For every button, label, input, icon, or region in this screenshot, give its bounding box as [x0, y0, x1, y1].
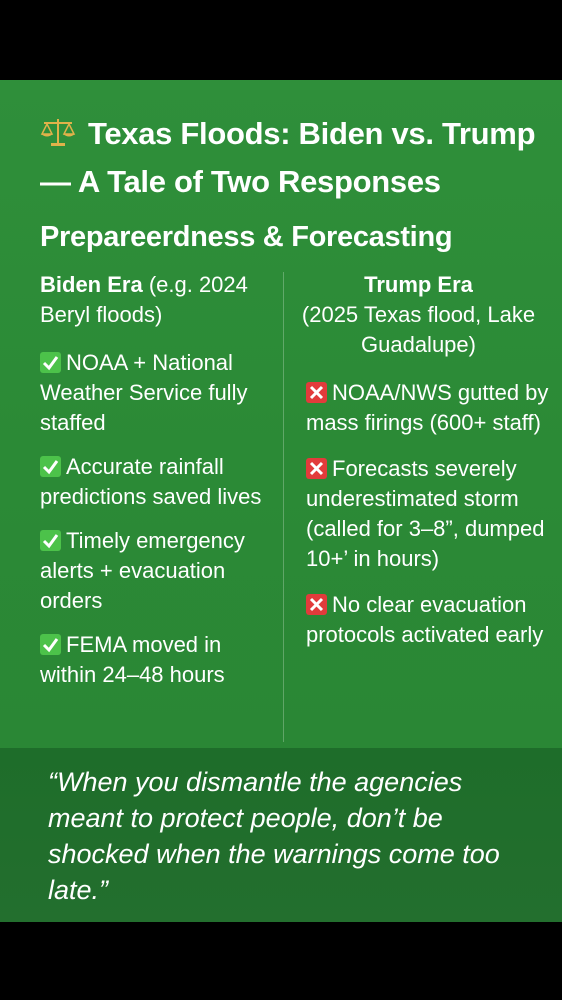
biden-item: Timely emergency alerts + evacuation ord…	[40, 526, 272, 616]
check-mark-icon	[40, 456, 61, 477]
infographic-card: Texas Floods: Biden vs. Trump — A Tale o…	[0, 80, 562, 922]
cross-mark-icon	[306, 458, 327, 479]
trump-heading-bold: Trump Era	[364, 272, 473, 297]
biden-column-heading: Biden Era (e.g. 2024 Beryl floods)	[40, 270, 272, 330]
quote-box: “When you dismantle the agencies meant t…	[0, 748, 562, 922]
trump-column-heading: Trump Era (2025 Texas flood, Lake Guadal…	[286, 270, 551, 360]
biden-column: Biden Era (e.g. 2024 Beryl floods) NOAA …	[40, 270, 272, 704]
check-mark-icon	[40, 352, 61, 373]
balance-scale-icon	[40, 119, 76, 146]
trump-item-text: Forecasts severely underestimated storm …	[306, 456, 545, 571]
biden-item-text: FEMA moved in within 24–48 hours	[40, 632, 225, 687]
column-divider	[283, 272, 284, 742]
page-title: Texas Floods: Biden vs. Trump — A Tale o…	[40, 110, 550, 206]
trump-item: Forecasts severely underestimated storm …	[306, 454, 551, 574]
biden-item: Accurate rainfall predictions saved live…	[40, 452, 272, 512]
trump-item: No clear evacuation protocols activated …	[306, 590, 551, 650]
section-heading: Prepareerdness & Forecasting	[40, 221, 453, 253]
title-text: Texas Floods: Biden vs. Trump — A Tale o…	[40, 116, 536, 199]
check-mark-icon	[40, 634, 61, 655]
trump-item: NOAA/NWS gutted by mass firings (600+ st…	[306, 378, 551, 438]
biden-heading-detail: (e.g. 2024 Beryl floods)	[40, 272, 248, 327]
check-mark-icon	[40, 530, 61, 551]
biden-item-text: Accurate rainfall predictions saved live…	[40, 454, 262, 509]
biden-heading-bold: Biden Era	[40, 272, 143, 297]
biden-item: FEMA moved in within 24–48 hours	[40, 630, 272, 690]
cross-mark-icon	[306, 382, 327, 403]
trump-column: Trump Era (2025 Texas flood, Lake Guadal…	[302, 270, 551, 666]
cross-mark-icon	[306, 594, 327, 615]
quote-text: “When you dismantle the agencies meant t…	[48, 767, 500, 905]
trump-item-text: No clear evacuation protocols activated …	[306, 592, 544, 647]
biden-item-text: Timely emergency alerts + evacuation ord…	[40, 528, 245, 613]
trump-item-text: NOAA/NWS gutted by mass firings (600+ st…	[306, 380, 549, 435]
biden-item-text: NOAA + National Weather Service fully st…	[40, 350, 248, 435]
biden-item: NOAA + National Weather Service fully st…	[40, 348, 272, 438]
trump-heading-detail: (2025 Texas flood, Lake Guadalupe)	[301, 302, 536, 357]
